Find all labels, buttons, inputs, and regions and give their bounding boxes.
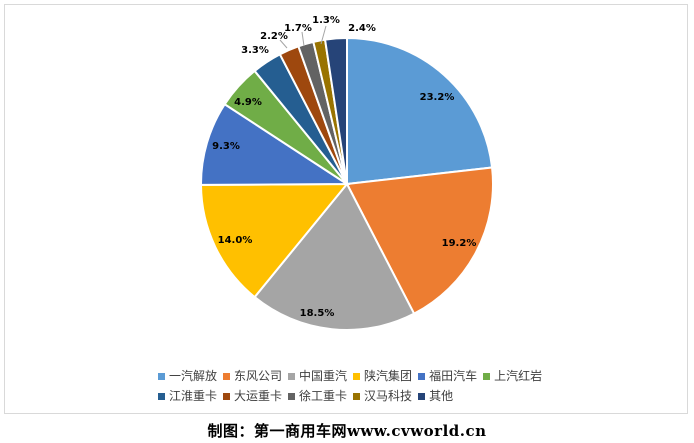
legend-label: 陕汽集团 — [364, 369, 413, 383]
legend-swatch — [288, 392, 296, 400]
leader-line — [320, 25, 327, 45]
legend-item: 一汽解放 — [158, 366, 217, 386]
legend-item: 其他 — [418, 386, 453, 406]
data-label: 9.3% — [212, 141, 240, 152]
data-label: 2.4% — [348, 23, 376, 34]
legend-item: 中国重汽 — [288, 366, 347, 386]
legend-item: 江淮重卡 — [158, 386, 217, 406]
legend-swatch — [288, 372, 296, 380]
legend-label: 江淮重卡 — [169, 389, 218, 403]
legend-label: 中国重汽 — [299, 369, 348, 383]
legend-item: 大运重卡 — [223, 386, 282, 406]
legend-label: 徐工重卡 — [299, 389, 348, 403]
data-label: 1.3% — [312, 15, 340, 26]
legend-swatch — [418, 372, 426, 380]
pie-slice — [345, 166, 494, 316]
legend-item: 汉马科技 — [353, 386, 412, 406]
legend-label: 福田汽车 — [429, 369, 478, 383]
legend-swatch — [483, 372, 491, 380]
pie-slice — [323, 36, 348, 185]
data-label: 23.2% — [420, 92, 455, 103]
legend-swatch — [223, 372, 231, 380]
legend-item: 徐工重卡 — [288, 386, 347, 406]
chart-caption: 制图：第一商用车网www.cvworld.cn — [207, 422, 487, 440]
legend-label: 东风公司 — [234, 369, 283, 383]
legend-swatch — [158, 372, 165, 380]
data-label: 18.5% — [300, 308, 335, 319]
data-label: 19.2% — [442, 238, 477, 249]
legend-label: 上汽红岩 — [494, 369, 543, 383]
pie-slice — [346, 36, 494, 186]
legend-label: 大运重卡 — [234, 389, 283, 403]
legend-swatch — [353, 392, 361, 400]
data-label: 4.9% — [234, 97, 262, 108]
legend-item: 东风公司 — [223, 366, 282, 386]
legend-label: 汉马科技 — [364, 389, 413, 403]
pie-slice — [199, 102, 351, 186]
leader-line — [301, 31, 305, 47]
data-label: 14.0% — [218, 235, 253, 246]
leader-line — [279, 39, 288, 49]
pie-slice — [199, 182, 350, 299]
legend-swatch — [223, 392, 231, 400]
legend-swatch — [158, 392, 165, 400]
chart-legend: 一汽解放 东风公司 中国重汽 陕汽集团 福田汽车 上汽红岩江淮重卡 大运重卡 徐工重卡 汉马科技… — [158, 366, 578, 406]
legend-item: 福田汽车 — [418, 366, 477, 386]
legend-row: 江淮重卡 大运重卡 徐工重卡 汉马科技 其他 — [158, 386, 578, 406]
legend-item: 上汽红岩 — [483, 366, 542, 386]
data-label: 2.2% — [260, 31, 288, 42]
legend-label: 其他 — [429, 389, 454, 403]
legend-row: 一汽解放 东风公司 中国重汽 陕汽集团 福田汽车 上汽红岩 — [158, 366, 578, 386]
data-label: 1.7% — [284, 23, 312, 34]
legend-item: 陕汽集团 — [353, 366, 412, 386]
data-label: 3.3% — [241, 45, 269, 56]
legend-swatch — [353, 372, 361, 380]
pie-slice — [253, 182, 416, 332]
legend-label: 一汽解放 — [169, 369, 218, 383]
legend-swatch — [418, 392, 426, 400]
